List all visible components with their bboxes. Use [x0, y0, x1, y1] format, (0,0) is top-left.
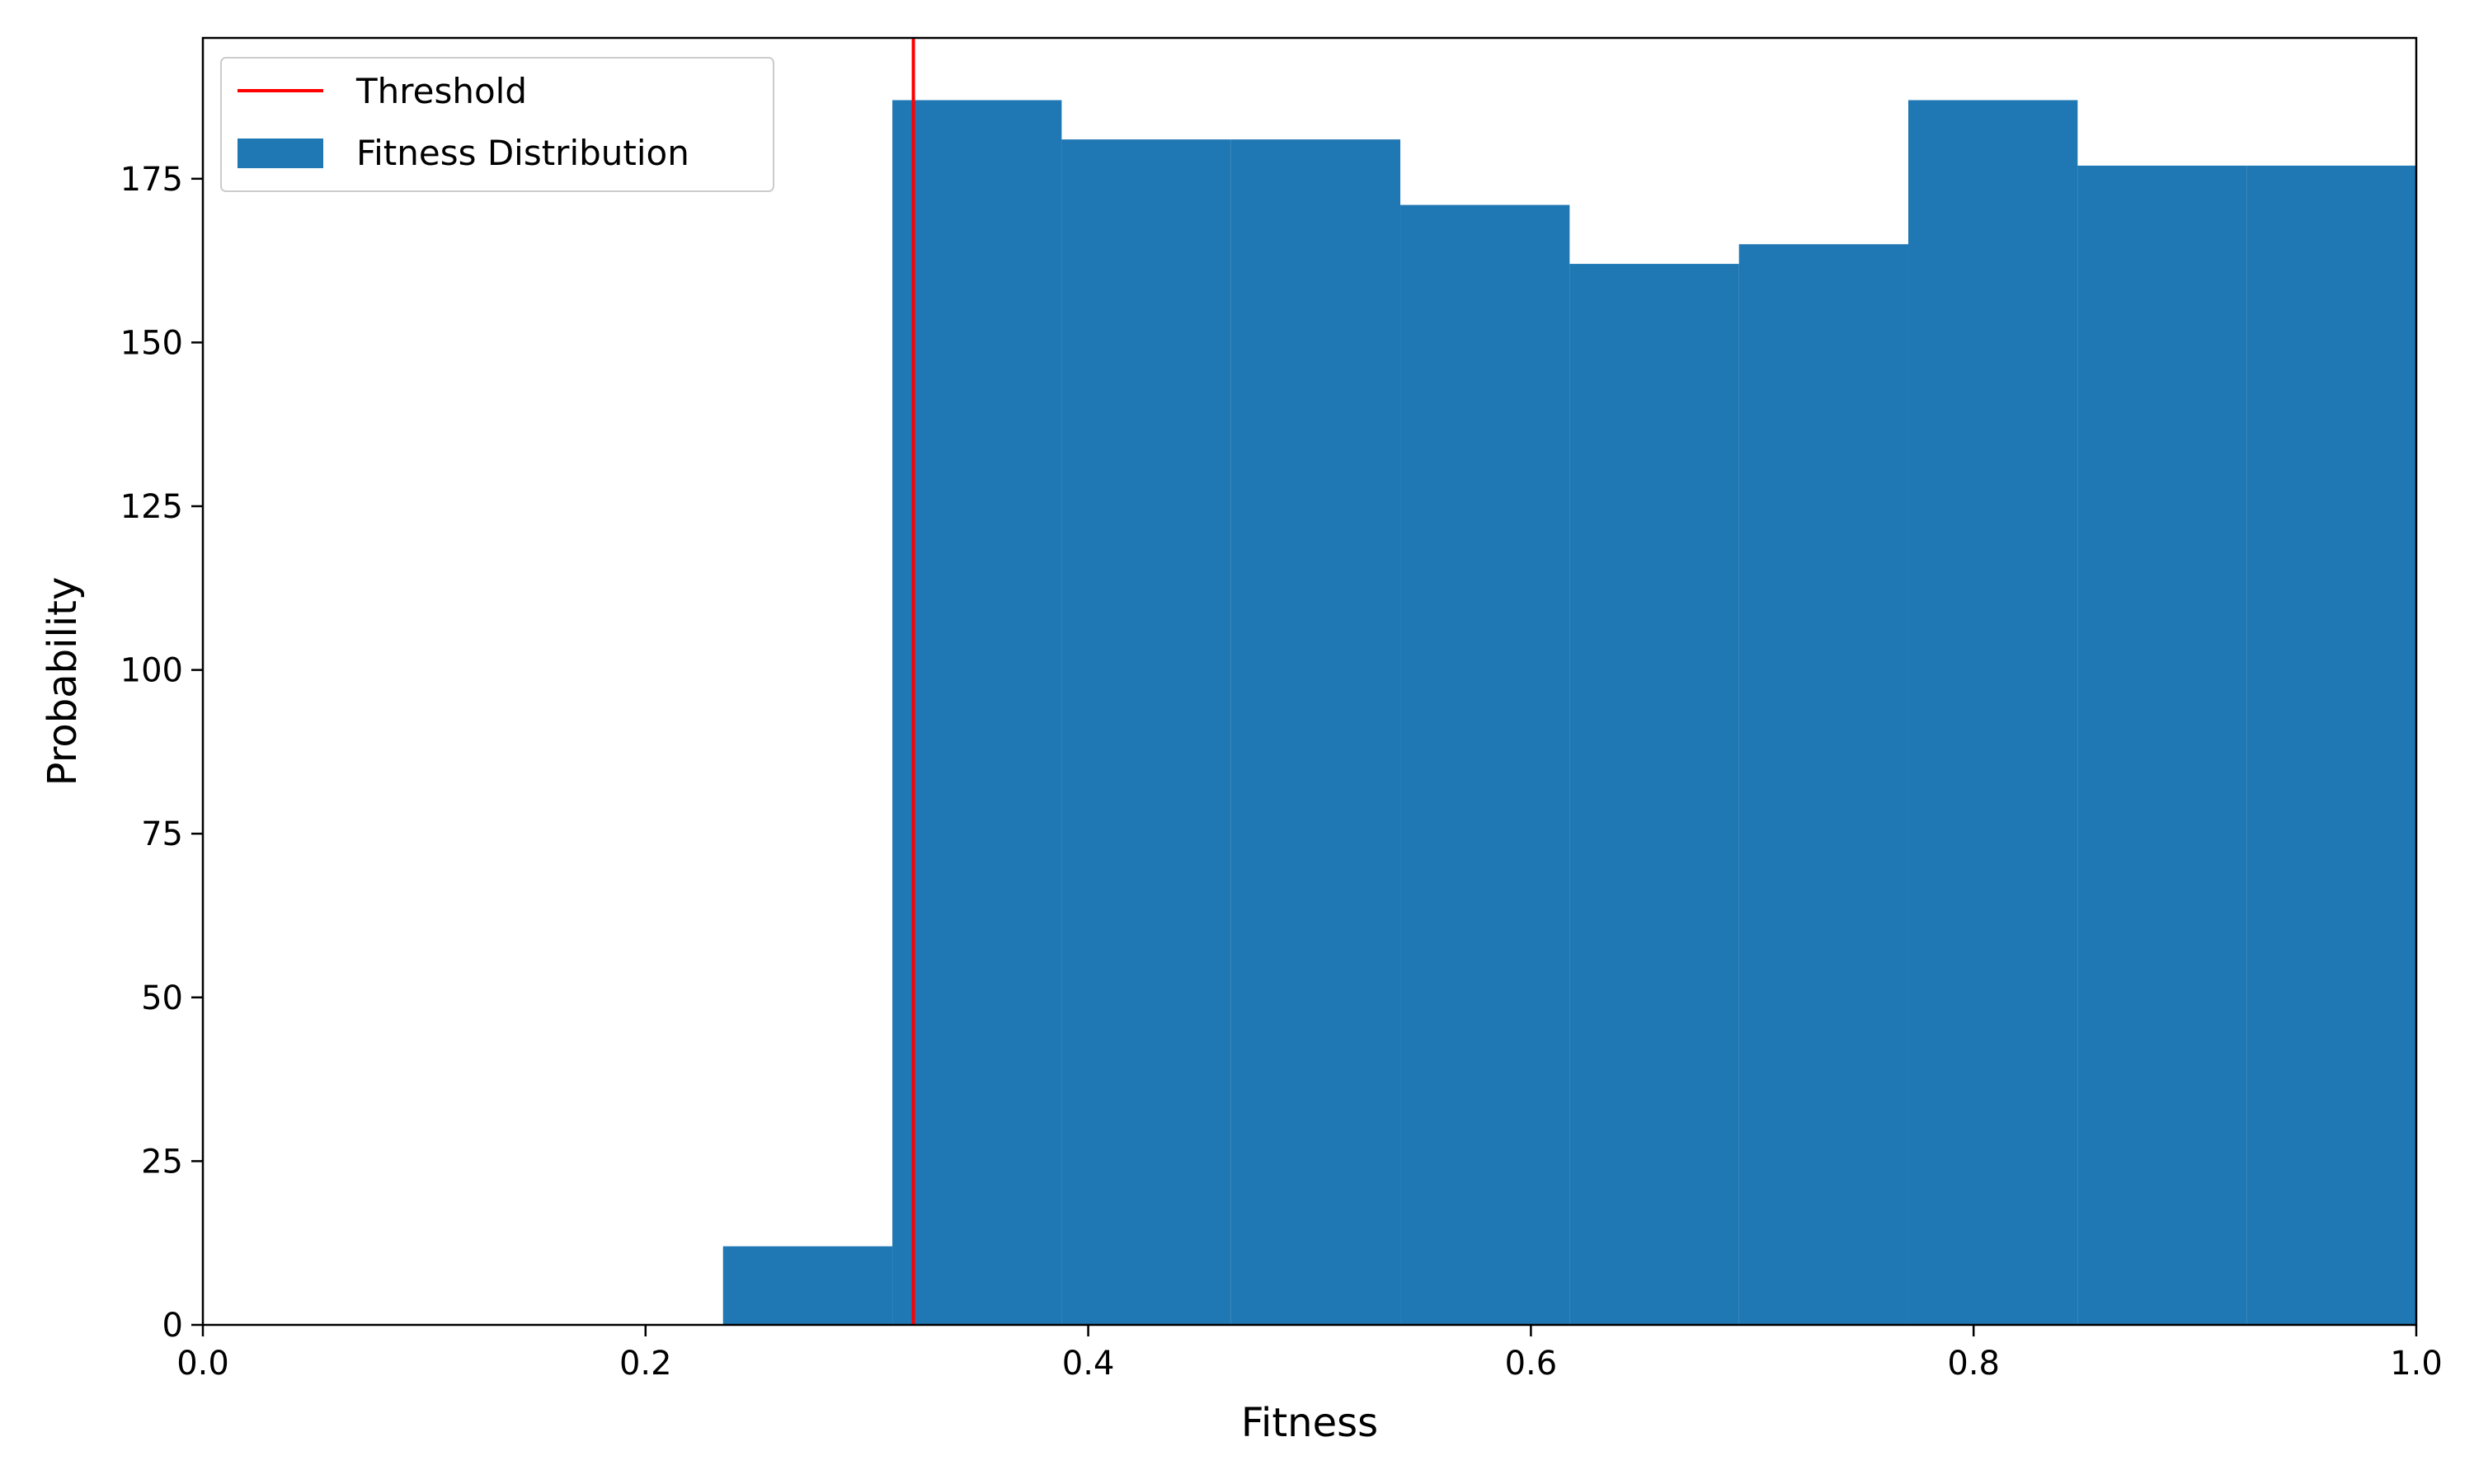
x-tick-label: 0.0 — [176, 1345, 229, 1383]
histogram-bar-8 — [2077, 165, 2247, 1325]
histogram-bar-4 — [1400, 204, 1570, 1326]
y-tick-label: 125 — [120, 488, 183, 526]
x-axis-ticks: 0.0 0.2 0.4 0.6 0.8 1.0 — [176, 1325, 2443, 1383]
y-axis-label: Probability — [40, 577, 86, 787]
y-tick-label: 150 — [120, 324, 183, 362]
histogram-bar-3 — [1230, 139, 1401, 1325]
histogram-bar-0 — [722, 1246, 893, 1325]
legend-box — [220, 57, 774, 192]
histogram-bar-2 — [1061, 139, 1231, 1325]
x-tick-label: 1.0 — [2390, 1345, 2443, 1383]
legend-threshold-label: Threshold — [355, 71, 527, 111]
y-axis-ticks: 0 25 50 75 100 125 150 175 — [120, 161, 203, 1345]
y-tick-label: 175 — [120, 161, 183, 199]
histogram-bars — [722, 100, 2416, 1326]
histogram-bar-7 — [1908, 100, 2078, 1326]
legend-distribution-swatch — [238, 139, 323, 168]
y-tick-label: 100 — [120, 652, 183, 690]
legend: Threshold Fitness Distribution — [220, 57, 774, 192]
x-axis-label: Fitness — [1241, 1400, 1378, 1446]
x-tick-label: 0.8 — [1947, 1345, 2000, 1383]
histogram-bar-9 — [2246, 165, 2416, 1325]
histogram-bar-1 — [892, 100, 1062, 1326]
legend-distribution-label: Fitness Distribution — [356, 133, 689, 173]
plot-frame — [201, 36, 2418, 1327]
histogram-bar-5 — [1569, 264, 1739, 1325]
x-tick-label: 0.6 — [1505, 1345, 1558, 1383]
histogram-bar-6 — [1738, 244, 1909, 1326]
y-tick-label: 75 — [141, 815, 183, 853]
y-tick-label: 50 — [141, 979, 183, 1017]
y-tick-label: 0 — [162, 1307, 183, 1345]
x-tick-label: 0.2 — [619, 1345, 672, 1383]
x-tick-label: 0.4 — [1062, 1345, 1115, 1383]
y-tick-label: 25 — [141, 1143, 183, 1181]
